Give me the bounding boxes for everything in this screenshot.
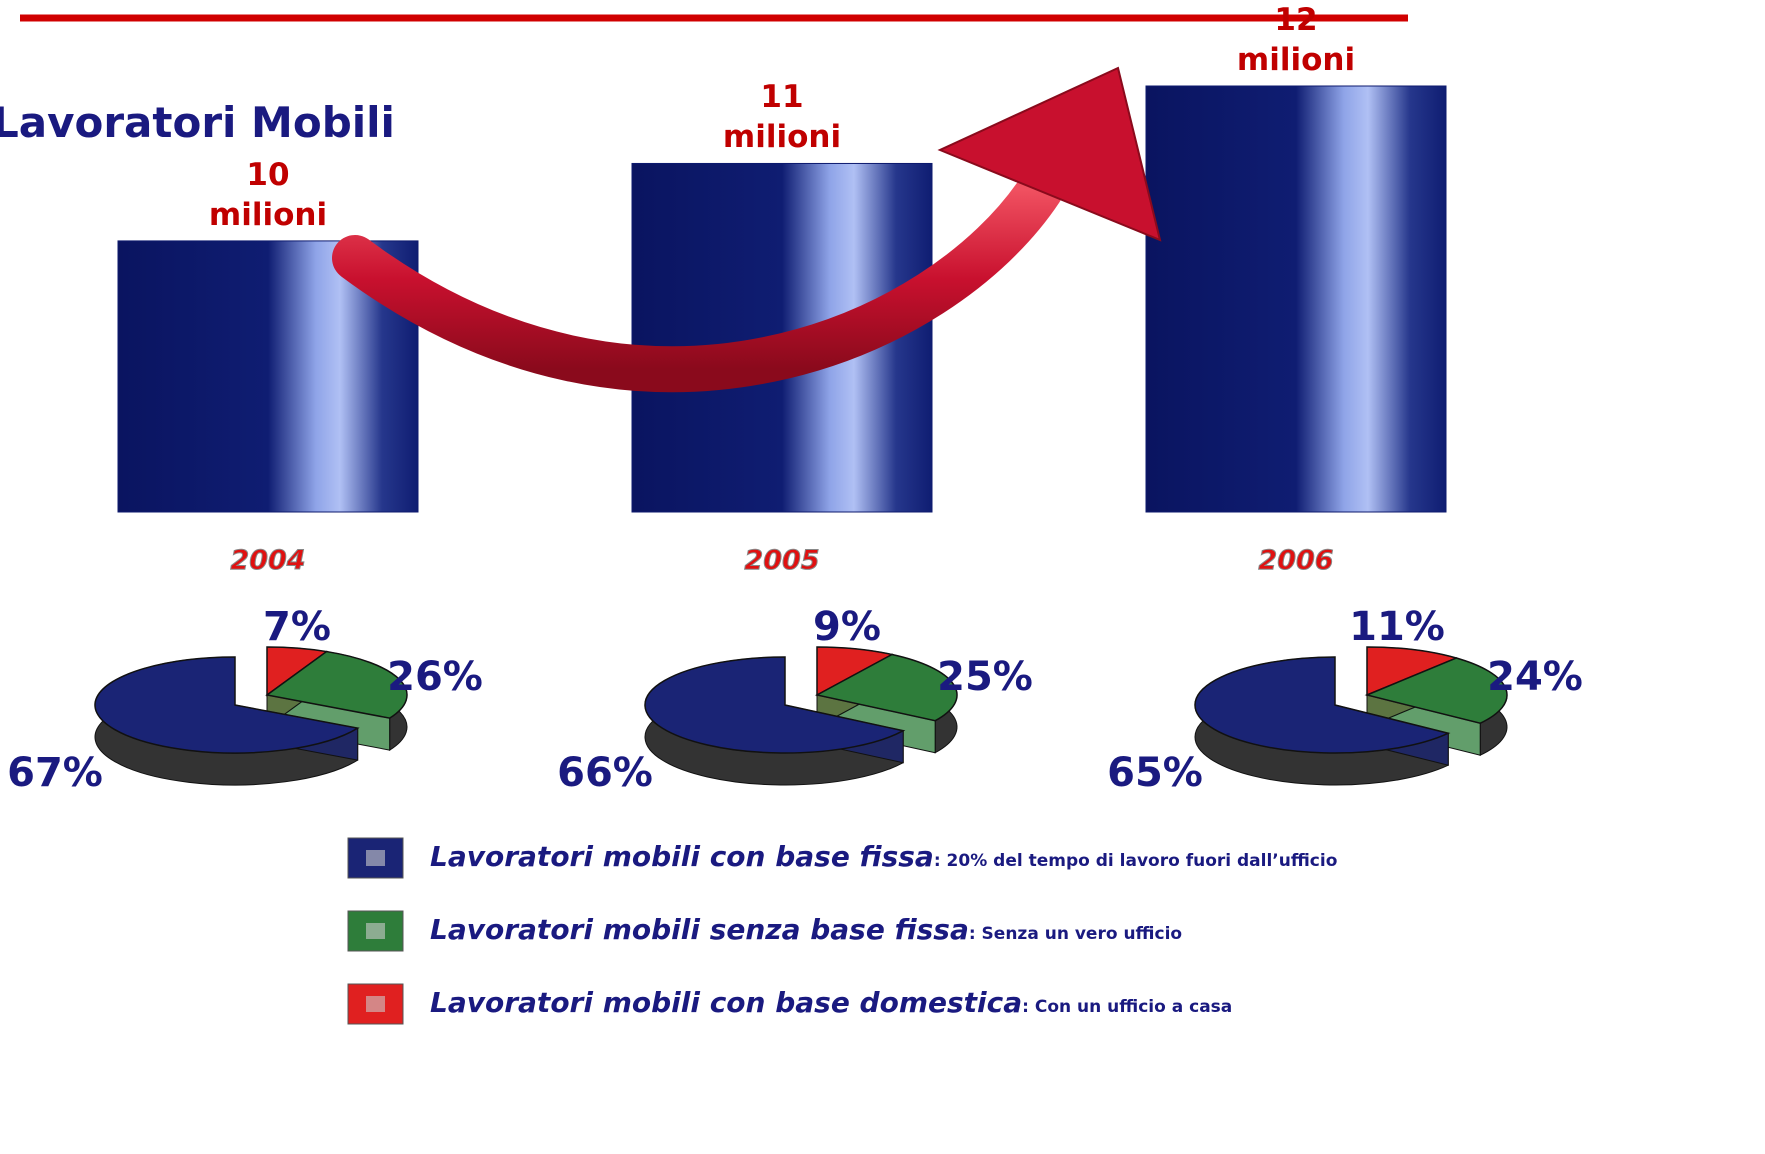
legend-swatch-shine	[366, 850, 385, 866]
value-label: 9%	[813, 604, 881, 650]
legend-label: Lavoratori mobili con base domestica: Co…	[430, 986, 1232, 1019]
legend	[348, 838, 403, 1024]
legend-description: : Senza un vero ufficio	[969, 924, 1182, 944]
value-label: 67%	[7, 750, 103, 796]
legend-description: : Con un ufficio a casa	[1022, 997, 1232, 1017]
value-label: 11%	[1349, 604, 1445, 650]
value-label: 12 milioni	[1221, 0, 1371, 80]
value-label: 24%	[1487, 654, 1583, 700]
value-label: 10 milioni	[193, 155, 343, 235]
value-label: 25%	[937, 654, 1033, 700]
legend-label: Lavoratori mobili con base fissa: 20% de…	[430, 840, 1337, 873]
legend-label: Lavoratori mobili senza base fissa: Senz…	[430, 913, 1182, 946]
page: {"title": "Lavoratori Mobili", "chart_da…	[0, 0, 1765, 1154]
legend-entry: Lavoratori mobili con base fissa	[430, 840, 934, 873]
page-title: Lavoratori Mobili	[0, 98, 395, 147]
year-label: 2005	[712, 545, 852, 576]
value-label: 26%	[387, 654, 483, 700]
legend-swatch-shine	[366, 923, 385, 939]
year-label: 2006	[1226, 545, 1366, 576]
legend-entry: Lavoratori mobili con base domestica	[430, 986, 1022, 1019]
pie-group	[95, 647, 1507, 785]
year-label: 2004	[198, 545, 338, 576]
value-label: 66%	[557, 750, 653, 796]
legend-entry: Lavoratori mobili senza base fissa	[430, 913, 969, 946]
bar	[1146, 86, 1446, 512]
value-label: 7%	[263, 604, 331, 650]
value-label: 65%	[1107, 750, 1203, 796]
legend-swatch-shine	[366, 996, 385, 1012]
value-label: 11 milioni	[707, 77, 857, 157]
legend-description: : 20% del tempo di lavoro fuori dall’uff…	[934, 851, 1338, 871]
